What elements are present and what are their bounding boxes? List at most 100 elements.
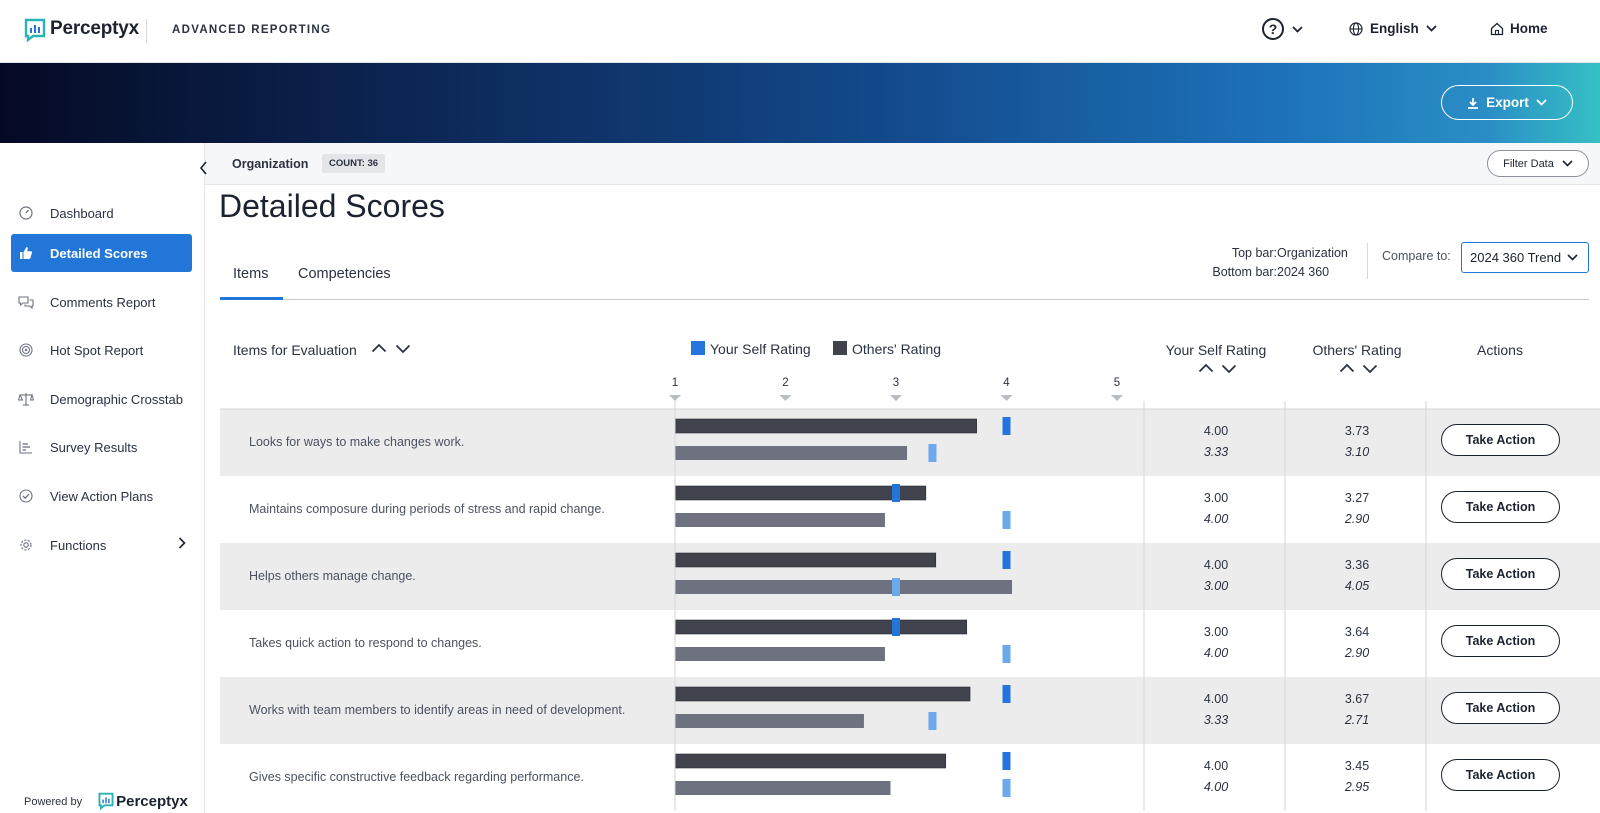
others-rating-current: 3.27 [1344, 491, 1370, 505]
logo-mark-icon [98, 792, 114, 810]
axis-tick-marker [1111, 395, 1123, 401]
axis-tick-marker [669, 395, 681, 401]
chevron-down-icon [1426, 25, 1437, 32]
sidebar-item-label: Demographic Crosstab [50, 391, 183, 407]
self-rating-compare: 3.33 [1203, 713, 1229, 727]
top-bar-value: Organization [1277, 246, 1348, 260]
chevron-down-icon [1536, 99, 1547, 106]
home-icon [1490, 22, 1504, 35]
gear-icon [18, 537, 34, 553]
sort-ascending-icon[interactable] [371, 343, 387, 353]
thumbs-up-icon [18, 245, 34, 261]
bottom-bar-label: Bottom bar: [1212, 265, 1277, 279]
item-label: Maintains composure during periods of st… [249, 502, 605, 516]
legend-others-label: Others' Rating [852, 341, 942, 357]
take-action-button[interactable]: Take Action [1441, 424, 1560, 456]
others-rating-compare: 3.10 [1344, 445, 1370, 459]
self-rating-compare: 3.00 [1203, 579, 1229, 593]
table-row: Looks for ways to make changes work. 4.00… [220, 409, 1600, 476]
compare-to-label: Compare to: [1382, 249, 1451, 263]
powered-by: Powered by Perceptyx [24, 792, 188, 810]
others-rating-current: 3.45 [1344, 759, 1370, 773]
bottom-bar-value: 2024 360 [1277, 265, 1330, 279]
self-rating-compare: 3.33 [1203, 445, 1229, 459]
check-circle-icon [18, 488, 34, 504]
app-name: ADVANCED REPORTING [172, 24, 332, 36]
perceptyx-logo[interactable]: Perceptyx [24, 18, 139, 43]
others-rating-compare: 2.90 [1344, 512, 1370, 526]
table-row: Gives specific constructive feedback reg… [220, 744, 1600, 811]
sidebar-item-hot-spot-report[interactable]: Hot Spot Report [11, 331, 192, 369]
help-menu-button[interactable]: ? [1262, 18, 1303, 40]
powered-by-brand: Perceptyx [116, 792, 188, 810]
page-title: Detailed Scores [219, 188, 445, 224]
filter-data-button[interactable]: Filter Data [1487, 150, 1589, 177]
sort-descending-icon[interactable] [1362, 364, 1378, 374]
download-icon [1468, 97, 1479, 109]
self-rating-current: 4.00 [1203, 692, 1229, 706]
take-action-button[interactable]: Take Action [1441, 625, 1560, 657]
legend-others-swatch [833, 341, 847, 355]
chevron-down-icon [1567, 254, 1578, 261]
sort-ascending-icon[interactable] [1339, 363, 1355, 373]
self-rating-current: 3.00 [1203, 625, 1229, 639]
sidebar-item-label: Detailed Scores [50, 245, 148, 261]
take-action-button[interactable]: Take Action [1441, 558, 1560, 590]
compare-to-value: 2024 360 Trend [1470, 250, 1562, 265]
actions-column-header: Actions [1477, 342, 1523, 358]
chevron-down-icon [1292, 25, 1303, 33]
sidebar-item-comments-report[interactable]: Comments Report [11, 283, 192, 321]
sort-descending-icon[interactable] [395, 344, 411, 354]
items-column-header: Items for Evaluation [233, 342, 357, 358]
filter-bar: Organization COUNT: 36 Filter Data [205, 143, 1600, 185]
chat-bubbles-icon [18, 294, 34, 310]
sidebar-item-view-action-plans[interactable]: View Action Plans [11, 477, 192, 515]
home-label: Home [1510, 21, 1548, 36]
take-action-button[interactable]: Take Action [1441, 759, 1560, 791]
export-label: Export [1486, 95, 1529, 110]
top-bar-label: Top bar: [1231, 246, 1277, 260]
sidebar-item-dashboard[interactable]: Dashboard [11, 194, 192, 232]
legend-self-label: Your Self Rating [710, 341, 811, 357]
sidebar-item-demographic-crosstab[interactable]: Demographic Crosstab [11, 380, 192, 418]
home-link[interactable]: Home [1490, 21, 1548, 36]
take-action-button[interactable]: Take Action [1441, 491, 1560, 523]
collapse-sidebar-button[interactable] [196, 160, 212, 176]
sidebar-item-functions[interactable]: Functions [11, 526, 192, 564]
others-rating-current: 3.67 [1344, 692, 1370, 706]
tab-competencies[interactable]: Competencies [298, 266, 391, 282]
language-label: English [1370, 21, 1419, 36]
axis-tick-label: 1 [672, 377, 678, 389]
self-rating-compare: 4.00 [1203, 646, 1229, 660]
table-row: Maintains composure during periods of st… [220, 476, 1600, 543]
compare-to-select[interactable]: 2024 360 Trend [1461, 242, 1589, 273]
sidebar-item-label: Functions [50, 537, 107, 553]
export-button[interactable]: Export [1441, 85, 1573, 120]
take-action-button[interactable]: Take Action [1441, 692, 1560, 724]
self-rating-current: 3.00 [1203, 491, 1229, 505]
axis-tick-label: 2 [782, 377, 788, 389]
sidebar: Dashboard Detailed Scores Comments Repor… [0, 143, 205, 813]
target-icon [18, 342, 34, 358]
axis-tick-label: 3 [893, 377, 899, 389]
sort-ascending-icon[interactable] [1198, 363, 1214, 373]
sidebar-item-survey-results[interactable]: Survey Results [11, 428, 192, 466]
organization-label: Organization [232, 157, 309, 171]
item-label: Looks for ways to make changes work. [249, 435, 465, 449]
item-label: Helps others manage change. [249, 569, 416, 583]
table-row: Takes quick action to respond to changes… [220, 610, 1600, 677]
others-rating-current: 3.64 [1344, 625, 1370, 639]
sidebar-item-detailed-scores[interactable]: Detailed Scores [11, 234, 192, 272]
sort-descending-icon[interactable] [1221, 364, 1237, 374]
header-divider [146, 19, 147, 43]
tabs-divider [220, 299, 1589, 300]
chevron-left-icon [199, 161, 207, 175]
self-rating-compare: 4.00 [1203, 780, 1229, 794]
language-selector[interactable]: English [1349, 21, 1437, 36]
item-label: Works with team members to identify area… [249, 703, 626, 717]
chevron-down-icon [1562, 160, 1573, 167]
count-badge: COUNT: 36 [322, 154, 386, 173]
tab-items[interactable]: Items [233, 266, 269, 282]
axis-tick-label: 5 [1114, 377, 1120, 389]
help-icon: ? [1262, 18, 1284, 40]
